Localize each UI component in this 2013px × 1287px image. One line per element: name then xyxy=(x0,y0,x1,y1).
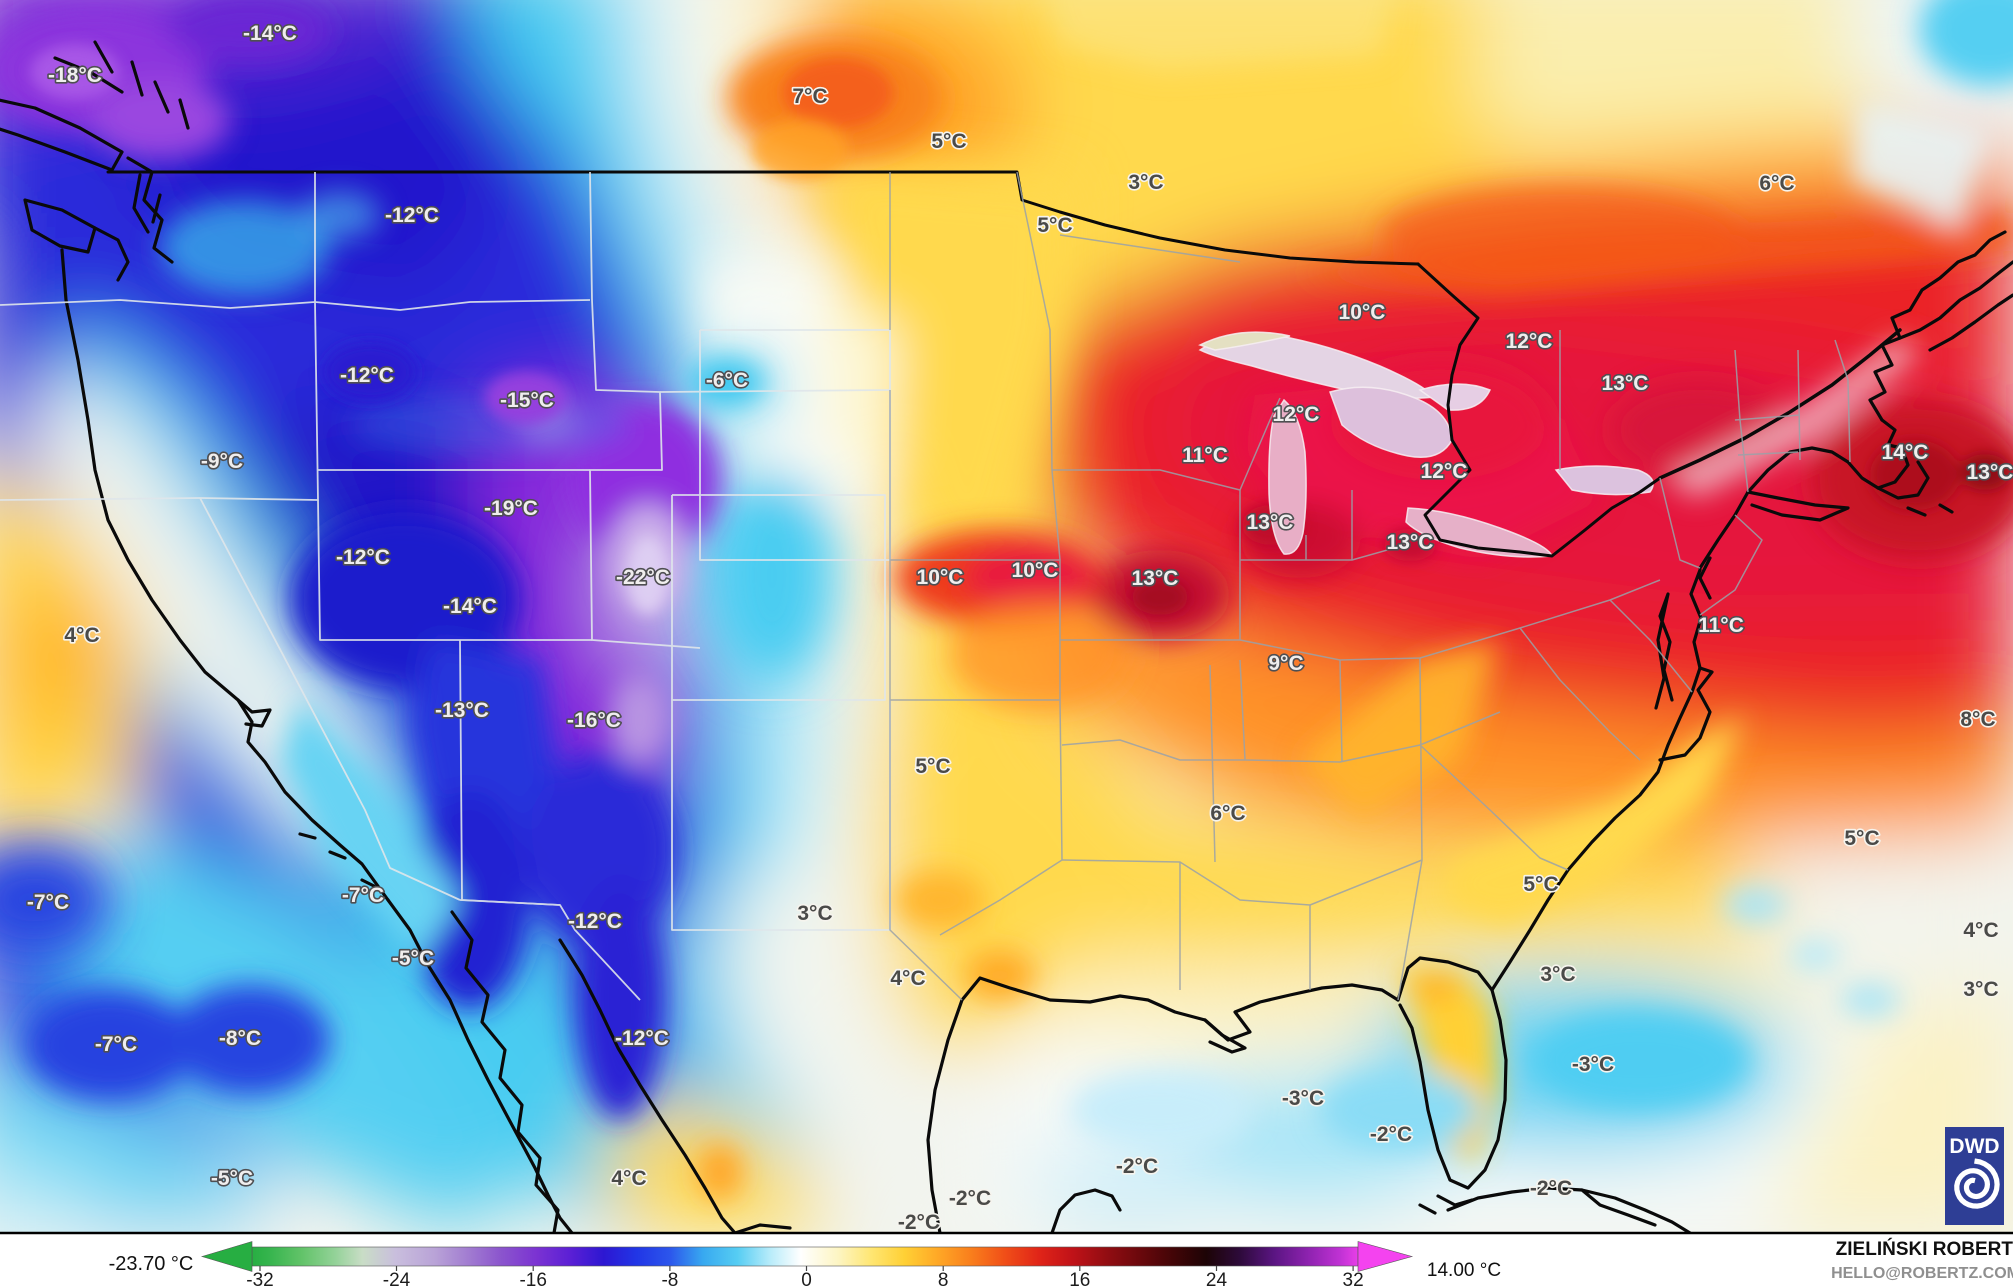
svg-text:7°C: 7°C xyxy=(792,85,827,108)
svg-text:14.00 °C: 14.00 °C xyxy=(1427,1260,1501,1281)
svg-text:-13°C: -13°C xyxy=(435,699,489,722)
svg-text:-32: -32 xyxy=(246,1270,273,1287)
svg-text:10°C: 10°C xyxy=(1339,301,1386,324)
svg-text:-19°C: -19°C xyxy=(484,497,538,520)
svg-text:-7°C: -7°C xyxy=(95,1033,137,1056)
svg-text:8: 8 xyxy=(938,1270,949,1287)
svg-text:-18°C: -18°C xyxy=(48,64,102,87)
svg-text:-8°C: -8°C xyxy=(219,1027,261,1050)
svg-text:3°C: 3°C xyxy=(797,902,832,925)
svg-text:11°C: 11°C xyxy=(1182,444,1228,467)
svg-text:5°C: 5°C xyxy=(915,755,950,778)
svg-text:14°C: 14°C xyxy=(1882,441,1929,464)
svg-text:HELLO@ROBERTZ.COM: HELLO@ROBERTZ.COM xyxy=(1831,1265,2013,1282)
svg-text:DWD: DWD xyxy=(1949,1135,1999,1158)
svg-text:11°C: 11°C xyxy=(1698,614,1744,637)
svg-text:-24: -24 xyxy=(383,1270,411,1287)
svg-text:8°C: 8°C xyxy=(1960,708,1995,731)
svg-text:ZIELIŃSKI ROBERT: ZIELIŃSKI ROBERT xyxy=(1836,1238,2013,1260)
svg-text:-16: -16 xyxy=(519,1270,546,1287)
svg-text:5°C: 5°C xyxy=(1523,873,1558,896)
svg-text:-12°C: -12°C xyxy=(340,364,394,387)
svg-text:0: 0 xyxy=(801,1270,812,1287)
svg-text:-7°C: -7°C xyxy=(27,891,69,914)
svg-text:4°C: 4°C xyxy=(890,967,925,990)
svg-text:-5°C: -5°C xyxy=(392,947,434,970)
svg-text:16: 16 xyxy=(1069,1270,1090,1287)
svg-text:13°C: 13°C xyxy=(1387,531,1434,554)
svg-text:-12°C: -12°C xyxy=(568,910,622,933)
svg-text:13°C: 13°C xyxy=(1967,461,2013,484)
svg-text:4°C: 4°C xyxy=(611,1167,646,1190)
svg-text:3°C: 3°C xyxy=(1128,171,1163,194)
svg-text:4°C: 4°C xyxy=(1963,919,1998,942)
svg-text:32: 32 xyxy=(1343,1270,1364,1287)
svg-text:10°C: 10°C xyxy=(917,566,964,589)
svg-text:5°C: 5°C xyxy=(1037,214,1072,237)
svg-text:-2°C: -2°C xyxy=(949,1187,991,1210)
svg-text:-14°C: -14°C xyxy=(443,595,497,618)
svg-text:-2°C: -2°C xyxy=(1370,1123,1412,1146)
svg-text:-3°C: -3°C xyxy=(1282,1087,1324,1110)
svg-text:13°C: 13°C xyxy=(1132,567,1179,590)
svg-text:-14°C: -14°C xyxy=(243,22,297,45)
svg-text:-12°C: -12°C xyxy=(615,1027,669,1050)
svg-text:12°C: 12°C xyxy=(1506,330,1553,353)
svg-text:13°C: 13°C xyxy=(1247,511,1294,534)
svg-text:10°C: 10°C xyxy=(1012,559,1059,582)
svg-text:-3°C: -3°C xyxy=(1572,1053,1614,1076)
svg-text:-9°C: -9°C xyxy=(201,450,243,473)
svg-text:5°C: 5°C xyxy=(931,130,966,153)
svg-text:4°C: 4°C xyxy=(64,624,99,647)
svg-text:-5°C: -5°C xyxy=(211,1167,253,1190)
svg-text:3°C: 3°C xyxy=(1540,963,1575,986)
svg-text:12°C: 12°C xyxy=(1273,403,1320,426)
svg-text:-15°C: -15°C xyxy=(500,389,554,412)
svg-text:-16°C: -16°C xyxy=(567,709,621,732)
svg-text:-2°C: -2°C xyxy=(1530,1177,1572,1200)
svg-text:-6°C: -6°C xyxy=(706,369,748,392)
svg-text:5°C: 5°C xyxy=(1844,827,1879,850)
svg-text:-2°C: -2°C xyxy=(1116,1155,1158,1178)
svg-text:24: 24 xyxy=(1206,1270,1228,1287)
svg-text:13°C: 13°C xyxy=(1602,372,1649,395)
svg-text:9°C: 9°C xyxy=(1268,652,1303,675)
svg-text:3°C: 3°C xyxy=(1963,978,1998,1001)
svg-text:-22°C: -22°C xyxy=(616,566,670,589)
svg-text:-12°C: -12°C xyxy=(385,204,439,227)
svg-text:-2°C: -2°C xyxy=(898,1211,940,1234)
svg-text:-12°C: -12°C xyxy=(336,546,390,569)
svg-text:6°C: 6°C xyxy=(1759,172,1794,195)
svg-text:-23.70 °C: -23.70 °C xyxy=(109,1253,194,1275)
svg-text:6°C: 6°C xyxy=(1210,802,1245,825)
svg-text:-8: -8 xyxy=(661,1270,678,1287)
svg-text:12°C: 12°C xyxy=(1421,460,1468,483)
svg-text:-7°C: -7°C xyxy=(342,884,384,907)
